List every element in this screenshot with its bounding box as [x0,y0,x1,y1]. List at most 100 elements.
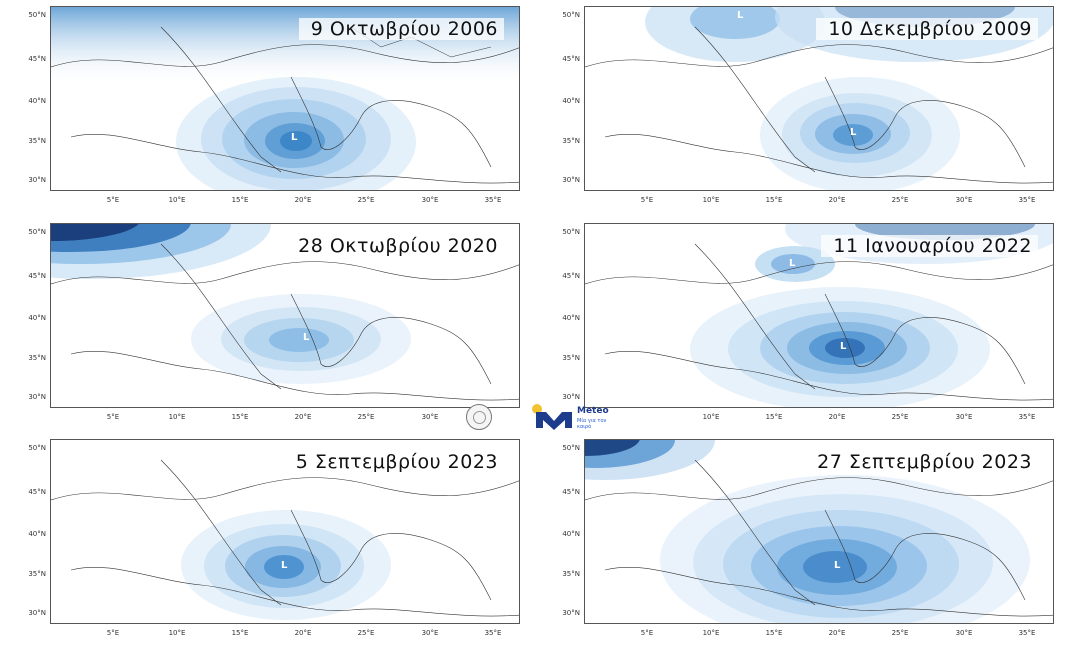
lon-label: 20°E [828,629,846,637]
lon-label: 30°E [955,196,973,204]
lat-label: 40°N [28,530,46,538]
lat-label: 30°N [28,609,46,617]
lon-label: 20°E [828,413,846,421]
lon-label: 35°E [1018,196,1036,204]
lat-label: 45°N [562,55,580,63]
lat-label: 30°N [28,393,46,401]
lon-label: 30°E [421,629,439,637]
lon-label: 30°E [421,413,439,421]
lon-label: 30°E [421,196,439,204]
lon-label: 20°E [294,629,312,637]
pressure-map [51,7,519,190]
lon-label: 10°E [168,196,186,204]
lon-label: 15°E [765,413,783,421]
lon-label: 35°E [1018,413,1036,421]
lat-label: 50°N [28,444,46,452]
observatory-seal-icon [466,404,492,430]
lat-label: 45°N [28,272,46,280]
lat-label: 45°N [28,55,46,63]
lat-label: 30°N [562,609,580,617]
lat-label: 50°N [28,11,46,19]
lon-label: 5°E [106,413,120,421]
lat-label: 50°N [562,11,580,19]
lat-label: 35°N [562,354,580,362]
lat-label: 45°N [562,488,580,496]
lon-label: 20°E [294,413,312,421]
low-pressure-label: L [737,10,744,21]
lat-label: 30°N [562,176,580,184]
meteo-logo-icon [532,404,572,430]
lat-label: 50°N [28,228,46,236]
map-panel-2020: L 28 Οκτωβρίου 2020 50°N 45°N 40°N 35°N … [28,223,520,421]
low-pressure-label: L [303,332,310,343]
panel-date-title: 28 Οκτωβρίου 2020 [286,235,504,257]
lat-label: 45°N [562,272,580,280]
map-panel-2006: L 9 Οκτωβρίου 2006 50°N 45°N 40°N 35°N 3… [28,6,520,204]
lat-label: 35°N [28,570,46,578]
lat-label: 40°N [562,530,580,538]
meteo-tagline: Μία για τον καιρό [577,418,607,430]
lon-label: 30°E [955,629,973,637]
panel-date-title: 27 Σεπτεμβρίου 2023 [805,451,1038,473]
lon-label: 10°E [168,413,186,421]
low-pressure-label: L [281,560,288,571]
lat-label: 50°N [562,228,580,236]
lon-label: 10°E [702,629,720,637]
lat-label: 35°N [562,137,580,145]
low-pressure-label: L [840,341,847,352]
map-panel-2022: L L 11 Ιανουαρίου 2022 50°N 45°N 40°N 35… [562,223,1054,421]
pressure-map [585,440,1053,623]
map-panel-2023-sep27: L 27 Σεπτεμβρίου 2023 50°N 45°N 40°N 35°… [562,439,1054,637]
meteo-brand-name: Meteo [577,406,609,416]
lat-label: 45°N [28,488,46,496]
lon-label: 5°E [640,196,654,204]
lon-label: 25°E [357,629,375,637]
lon-label: 5°E [106,629,120,637]
lat-label: 30°N [28,176,46,184]
panel-date-title: 5 Σεπτεμβρίου 2023 [283,451,504,473]
lat-label: 50°N [562,444,580,452]
lon-label: 15°E [765,196,783,204]
panel-date-title: 9 Οκτωβρίου 2006 [298,18,504,40]
lon-label: 15°E [231,413,249,421]
lat-label: 40°N [28,314,46,322]
lat-label: 40°N [562,314,580,322]
pressure-map [51,459,519,620]
lat-label: 30°N [562,393,580,401]
lon-label: 15°E [231,196,249,204]
lon-label: 35°E [484,196,502,204]
lon-label: 15°E [765,629,783,637]
low-pressure-label: L [291,132,298,143]
lon-label: 15°E [231,629,249,637]
lat-label: 40°N [28,97,46,105]
panel-date-title: 10 Δεκεμβρίου 2009 [816,18,1038,40]
lon-label: 35°E [484,629,502,637]
lon-label: 30°E [955,413,973,421]
lon-label: 25°E [891,413,909,421]
panel-date-title: 11 Ιανουαρίου 2022 [821,235,1038,257]
lon-label: 5°E [106,196,120,204]
lat-label: 35°N [562,570,580,578]
lon-label: 25°E [357,196,375,204]
lon-label: 20°E [294,196,312,204]
low-pressure-label: L [850,127,857,138]
lon-label: 25°E [357,413,375,421]
lat-label: 35°N [28,137,46,145]
lon-label: 10°E [702,196,720,204]
lon-label: 25°E [891,629,909,637]
lon-label: 10°E [168,629,186,637]
lon-label: 10°E [702,413,720,421]
lon-label: 20°E [828,196,846,204]
lon-label: 5°E [640,629,654,637]
map-panel-2009: L L 10 Δεκεμβρίου 2009 50°N 45°N 40°N 35… [562,6,1054,204]
map-panel-2023-sep05: L 5 Σεπτεμβρίου 2023 50°N 45°N 40°N 35°N… [28,439,520,637]
lon-label: 25°E [891,196,909,204]
low-pressure-label: L [834,560,841,571]
lon-label: 35°E [1018,629,1036,637]
lat-label: 35°N [28,354,46,362]
logos-strip: Meteo Μία για τον καιρό [466,404,626,434]
pressure-map [585,224,1053,407]
lat-label: 40°N [562,97,580,105]
map-frame: L [50,223,520,408]
low-pressure-label: L [789,258,796,269]
